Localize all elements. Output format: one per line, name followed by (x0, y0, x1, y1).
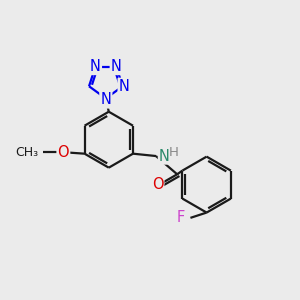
Text: N: N (111, 59, 122, 74)
Text: O: O (58, 145, 69, 160)
Text: N: N (100, 92, 111, 107)
Text: N: N (90, 59, 101, 74)
Text: CH₃: CH₃ (15, 146, 38, 159)
Text: N: N (159, 148, 170, 164)
Text: N: N (119, 79, 130, 94)
Text: H: H (168, 146, 178, 159)
Text: O: O (152, 177, 163, 192)
Text: F: F (177, 210, 185, 225)
